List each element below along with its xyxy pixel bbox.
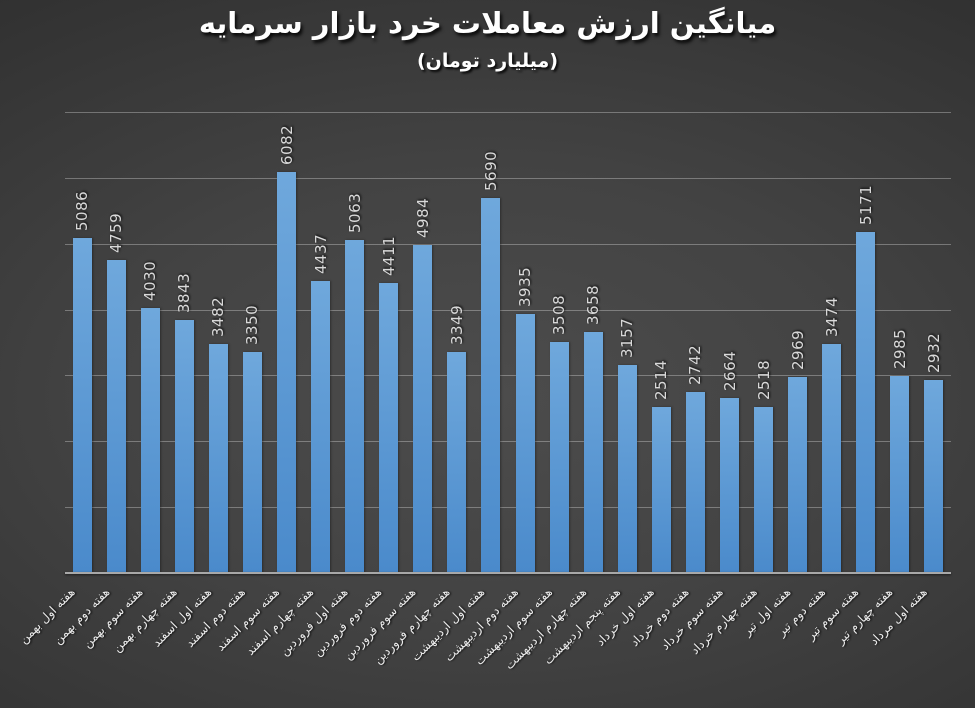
bar: [583, 332, 603, 573]
bar: [447, 352, 467, 573]
bar-value-label: 2932: [924, 332, 943, 373]
y-gridline: [65, 375, 951, 377]
bar-value-label: 2518: [754, 359, 773, 401]
bar: [140, 307, 160, 573]
bar: [754, 407, 774, 573]
bar-value-label: 3349: [447, 305, 466, 346]
y-gridline: [65, 507, 951, 509]
bar-value-label: 3935: [516, 266, 535, 307]
chart-subtitle: (میلیارد تومان): [417, 50, 558, 72]
bar: [311, 280, 331, 573]
bar-value-label: 3658: [584, 284, 603, 326]
bar: [788, 377, 808, 573]
bar-value-label: 3350: [243, 305, 262, 346]
bar-value-label: 4030: [141, 260, 160, 301]
bar: [924, 379, 944, 573]
bar-value-label: 5086: [73, 190, 92, 232]
bar: [651, 407, 671, 573]
bar-value-label: 3157: [618, 317, 637, 359]
bar-value-label: 3474: [822, 297, 841, 338]
bar: [720, 397, 739, 573]
bar-value-label: 3508: [550, 294, 569, 335]
bar: [549, 341, 569, 573]
bar: [413, 244, 433, 573]
bar: [72, 238, 92, 573]
bar: [379, 282, 399, 573]
x-axis-line: [65, 572, 951, 574]
bar-value-label: 4759: [107, 212, 126, 253]
y-gridline: [65, 441, 951, 443]
bar: [345, 239, 365, 573]
bar-value-label: 2969: [788, 330, 807, 371]
bar: [208, 343, 228, 573]
bar: [174, 319, 194, 573]
bar-value-label: 2985: [890, 329, 909, 370]
bar-value-label: 6082: [277, 125, 296, 166]
bar: [822, 344, 842, 573]
y-gridline: [65, 309, 951, 311]
y-gridline: [65, 243, 951, 245]
bar-value-label: 2514: [652, 360, 671, 401]
bar: [277, 172, 296, 573]
bar-value-label: 5690: [481, 151, 500, 192]
bar-value-label: 4984: [413, 197, 432, 238]
bar: [890, 376, 910, 573]
bar: [685, 392, 705, 573]
bar: [515, 313, 535, 573]
bar: [242, 352, 262, 573]
y-gridline: [65, 177, 951, 179]
bar: [856, 232, 876, 573]
bar: [106, 259, 126, 573]
bar-value-label: 3843: [175, 272, 194, 313]
bar-value-label: 4437: [311, 233, 330, 274]
bar-value-label: 2664: [720, 350, 739, 391]
chart-title: میانگین ارزش معاملات خرد بازار سرمایه: [198, 6, 777, 40]
y-gridline: [65, 112, 951, 113]
bar-value-label: 4411: [379, 235, 398, 276]
bar-value-label: 2742: [686, 345, 705, 386]
bar: [481, 198, 501, 573]
bar: [617, 365, 637, 573]
bar-value-label: 3482: [209, 296, 228, 337]
bar-value-label: 5171: [856, 185, 875, 226]
bar-value-label: 5063: [345, 192, 364, 233]
